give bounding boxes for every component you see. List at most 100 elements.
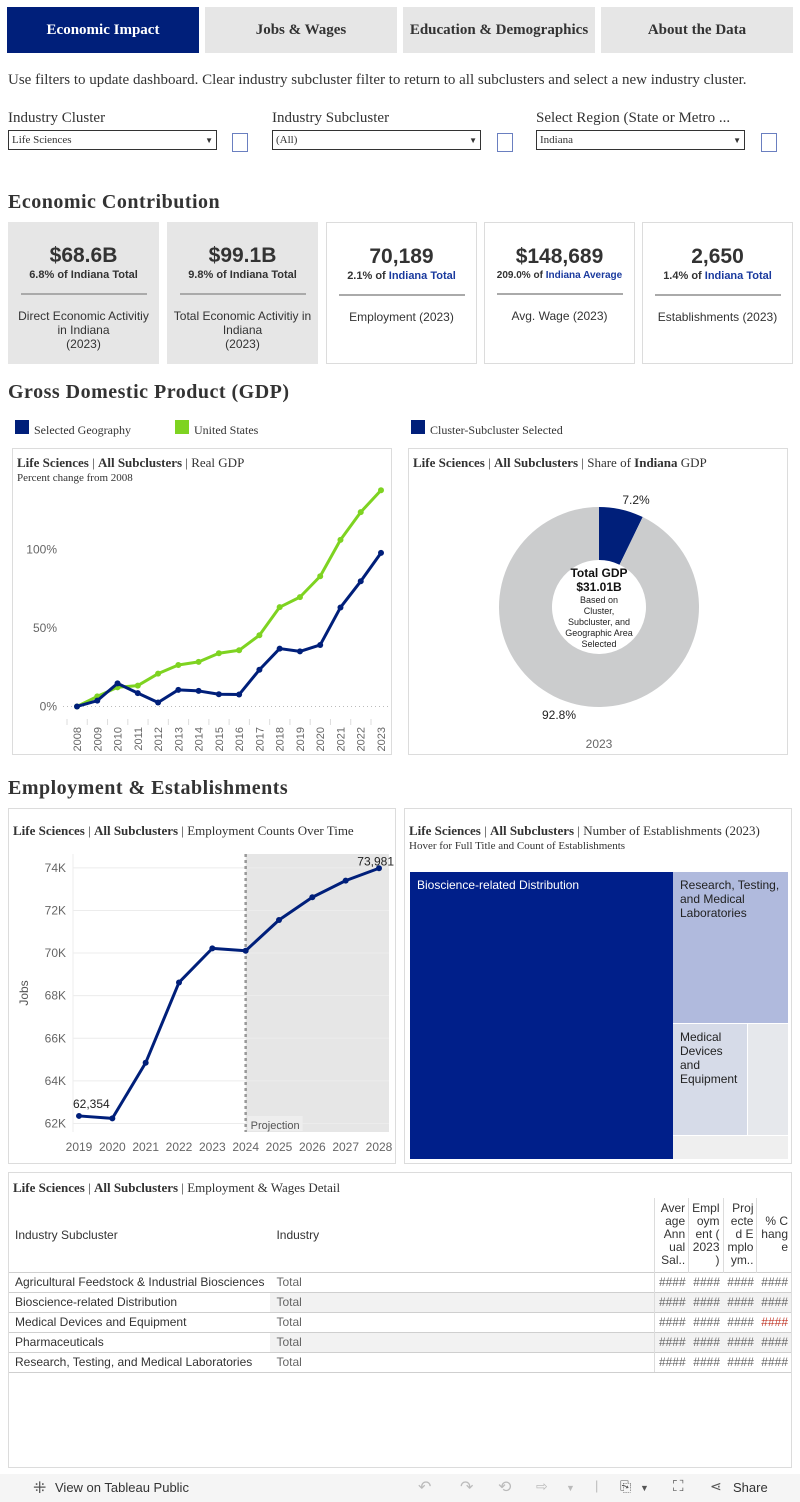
tab-about-data[interactable]: About the Data — [601, 7, 793, 53]
kpi-divider — [338, 294, 465, 296]
value-cell: #### — [688, 1291, 723, 1312]
value-cell: #### — [654, 1291, 689, 1312]
projection-label-bg — [247, 1116, 303, 1131]
tab-jobs-wages[interactable]: Jobs & Wages — [205, 7, 397, 53]
subcluster-cell: Medical Devices and Equipment — [9, 1311, 271, 1332]
data-point[interactable] — [309, 894, 316, 901]
data-point[interactable] — [109, 1115, 116, 1122]
data-point[interactable] — [155, 699, 162, 706]
employment-chart-title: Life Sciences | All Subclusters | Employ… — [13, 823, 354, 838]
industry-cluster-checkbox[interactable] — [232, 133, 248, 152]
data-point[interactable] — [114, 680, 121, 687]
data-point[interactable] — [256, 632, 263, 639]
legend-swatch-selected-geography — [15, 420, 29, 434]
column-header[interactable]: Empl oym ent ( 2023 ) — [688, 1198, 723, 1272]
data-point[interactable] — [317, 641, 324, 648]
kpi-value: 70,189 — [369, 245, 434, 268]
x-tick-label: 2012 — [153, 727, 165, 751]
data-point[interactable] — [175, 662, 182, 669]
data-point[interactable] — [215, 691, 222, 698]
industry-cell: Total — [270, 1331, 655, 1352]
download-dropdown-icon[interactable]: ▼ — [640, 1483, 649, 1493]
value-cell: #### — [756, 1351, 791, 1373]
data-point[interactable] — [276, 917, 282, 924]
share-button[interactable]: Share — [733, 1480, 768, 1495]
data-point[interactable] — [134, 690, 141, 697]
data-point[interactable] — [337, 536, 344, 543]
industry-subcluster-checkbox[interactable] — [497, 133, 513, 152]
data-point[interactable] — [175, 686, 182, 693]
data-point[interactable] — [76, 1112, 82, 1119]
data-point[interactable] — [195, 658, 202, 665]
x-tick-label: 2020 — [315, 727, 327, 751]
kpi-card: 70,189 2.1% of Indiana Total Employment (2… — [326, 222, 477, 364]
data-point[interactable] — [209, 945, 216, 952]
data-point[interactable] — [236, 647, 243, 654]
data-point[interactable] — [195, 687, 202, 694]
tab-education-demographics[interactable]: Education & Demographics — [403, 7, 595, 53]
data-point[interactable] — [134, 682, 141, 689]
kpi-value: 2,650 — [691, 245, 744, 268]
column-header[interactable]: Aver age Ann ual Sal.. — [654, 1198, 689, 1272]
data-point[interactable] — [74, 703, 80, 710]
data-point[interactable] — [94, 697, 101, 704]
data-point[interactable] — [296, 594, 303, 601]
economic-contribution-title: Economic Contribution — [8, 191, 221, 213]
redo-icon[interactable]: ↷ — [460, 1479, 474, 1496]
revert-icon[interactable]: ⟲ — [498, 1479, 512, 1496]
x-tick-label: 2022 — [166, 1140, 193, 1154]
donut-slice[interactable] — [599, 507, 643, 565]
x-axis-label: 2023 — [586, 737, 613, 751]
data-point[interactable] — [378, 487, 384, 494]
data-point[interactable] — [317, 573, 324, 580]
refresh-icon[interactable]: ⇨ — [536, 1478, 548, 1494]
value-cell: #### — [688, 1331, 723, 1352]
treemap-cell[interactable] — [748, 1024, 788, 1135]
data-point[interactable] — [357, 509, 364, 516]
data-point[interactable] — [276, 645, 283, 652]
y-axis-title: Jobs — [17, 980, 31, 1005]
data-point[interactable] — [378, 549, 384, 556]
data-point[interactable] — [276, 604, 283, 611]
fullscreen-icon[interactable]: ⛶ — [673, 1478, 684, 1495]
data-point[interactable] — [242, 947, 249, 954]
industry-subcluster-select[interactable]: (All) ▼ — [272, 130, 481, 150]
data-point[interactable] — [176, 979, 182, 986]
region-select[interactable]: Indiana ▼ — [536, 130, 745, 150]
data-point[interactable] — [155, 670, 162, 677]
data-point[interactable] — [236, 691, 243, 698]
kpi-card: 2,650 1.4% of Indiana Total Establishments… — [642, 222, 793, 364]
tab-economic-impact[interactable]: Economic Impact — [7, 7, 199, 53]
y-tick-label: 62K — [45, 1116, 66, 1130]
table-row: Research, Testing, and Medical Laborator… — [9, 1351, 791, 1373]
data-point[interactable] — [357, 578, 364, 585]
donut-slice[interactable] — [499, 507, 699, 707]
column-header[interactable]: Industry Subcluster — [15, 1227, 118, 1242]
industry-cluster-select[interactable]: Life Sciences ▼ — [8, 130, 217, 150]
region-checkbox[interactable] — [761, 133, 777, 152]
slice-label: 92.8% — [542, 708, 576, 722]
treemap-cell[interactable]: Research, Testing, and Medical Laborator… — [673, 872, 788, 1023]
column-header[interactable]: % C hang e — [756, 1198, 791, 1272]
employment-panel: Life Sciences | All Subclusters | Employ… — [8, 808, 396, 1164]
data-point[interactable] — [142, 1059, 149, 1066]
undo-icon[interactable]: ↶ — [418, 1479, 432, 1496]
gdp-share-panel: Life Sciences | All Subclusters | Share … — [408, 448, 788, 755]
data-point[interactable] — [337, 604, 344, 611]
data-point[interactable] — [376, 865, 382, 872]
value-cell: #### — [688, 1271, 723, 1292]
refresh-dropdown-icon[interactable]: ▼ — [566, 1483, 575, 1493]
data-point[interactable] — [342, 877, 349, 884]
column-header[interactable]: Proj ecte d E mplo ym.. — [722, 1198, 757, 1272]
x-tick-label: 2028 — [366, 1140, 393, 1154]
treemap-cell[interactable]: Medical Devices and Equipment — [673, 1024, 747, 1135]
column-header[interactable]: Industry — [276, 1227, 320, 1242]
data-point[interactable] — [296, 648, 303, 655]
download-icon[interactable]: ⎘ — [620, 1478, 632, 1494]
data-point[interactable] — [215, 650, 222, 657]
view-on-tableau-link[interactable]: View on Tableau Public — [55, 1480, 189, 1495]
treemap-cell[interactable] — [673, 1136, 788, 1159]
share-icon[interactable]: ⋖ — [710, 1478, 722, 1494]
treemap-cell[interactable]: Bioscience-related Distribution — [410, 872, 673, 1159]
data-point[interactable] — [256, 666, 263, 673]
